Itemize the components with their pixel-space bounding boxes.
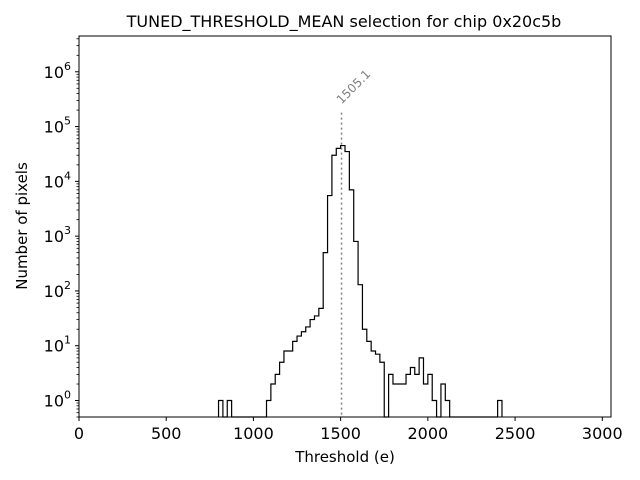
x-tick-label: 3000	[582, 424, 623, 443]
y-tick-label: 106	[44, 60, 71, 82]
plot-frame	[78, 35, 612, 418]
x-tick-label: 0	[74, 424, 84, 443]
chart-title: TUNED_THRESHOLD_MEAN selection for chip …	[126, 12, 562, 32]
y-tick-label: 101	[44, 334, 71, 356]
y-tick-label: 103	[44, 224, 71, 246]
threshold-marker-label: 1505.1	[334, 67, 374, 107]
y-tick-label: 102	[44, 279, 71, 301]
y-axis: 100 101 102 103 104 105 106	[44, 38, 79, 418]
x-axis-label: Threshold (e)	[294, 448, 395, 466]
x-tick-label: 2500	[495, 424, 536, 443]
y-tick-label: 100	[44, 389, 71, 411]
y-tick-label: 105	[44, 115, 71, 137]
histogram-series	[217, 144, 503, 418]
x-tick-label: 1000	[233, 424, 274, 443]
y-tick-label: 104	[44, 169, 71, 191]
y-axis-label: Number of pixels	[13, 162, 31, 290]
x-tick-label: 500	[151, 424, 182, 443]
x-axis: 0 500 1000 1500 2000 2500 3000	[74, 417, 623, 443]
plot-area: 1505.1	[217, 67, 503, 418]
x-tick-label: 2000	[407, 424, 448, 443]
x-tick-label: 1500	[320, 424, 361, 443]
